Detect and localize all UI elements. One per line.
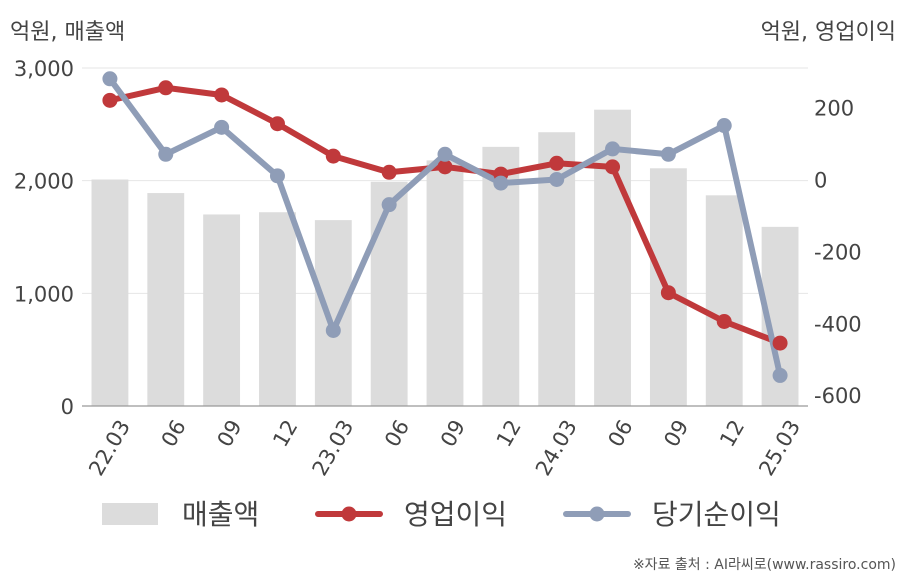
right-tick-label: -400 <box>814 312 862 336</box>
x-tick-label: 06 <box>380 416 414 451</box>
net-income-point <box>549 171 565 187</box>
legend-label: 당기순이익 <box>652 498 781 531</box>
sales-bar <box>314 220 352 406</box>
sales-bar <box>203 214 241 406</box>
legend-swatch-point <box>341 506 357 522</box>
x-tick-label: 12 <box>715 416 749 451</box>
operating-profit-point <box>381 164 397 180</box>
operating-profit-point <box>158 80 174 96</box>
left-tick-label: 2,000 <box>14 170 74 194</box>
net-income-point <box>716 118 732 134</box>
sales-bar <box>91 179 129 406</box>
net-income-point <box>605 141 621 157</box>
net-income-point <box>493 175 509 191</box>
sales-bar <box>594 109 631 406</box>
operating-profit-point <box>214 87 230 103</box>
net-income-point <box>269 168 285 184</box>
x-tick-label: 09 <box>436 416 470 451</box>
left-tick-label: 3,000 <box>14 57 74 81</box>
operating-profit-point <box>437 159 453 175</box>
right-tick-label: 0 <box>814 168 827 192</box>
net-income-point <box>158 146 174 162</box>
operating-profit-point <box>549 155 565 171</box>
right-axis-unit: 억원, 영업이익 <box>760 20 896 45</box>
x-tick-label: 12 <box>268 416 302 451</box>
right-tick-label: -600 <box>814 384 862 408</box>
legend: 매출액 영업이익 당기순이익 <box>102 498 781 531</box>
x-tick-label: 09 <box>659 416 693 451</box>
operating-profit-point <box>605 159 621 175</box>
x-tick-label: 22.03 <box>84 416 135 480</box>
net-income-point <box>437 146 453 162</box>
sales-bar <box>147 193 185 406</box>
operating-profit-point <box>772 335 788 351</box>
left-axis-unit: 억원, 매출액 <box>10 20 126 45</box>
left-tick-label: 0 <box>61 395 74 419</box>
operating-profit-point <box>102 92 118 108</box>
sales-bar <box>370 181 408 406</box>
x-tick-label: 12 <box>492 416 526 451</box>
operating-profit-point <box>660 285 676 301</box>
right-tick-label: 200 <box>814 97 854 121</box>
legend-label: 매출액 <box>182 498 259 531</box>
x-tick-label: 24.03 <box>531 416 582 480</box>
x-tick-label: 09 <box>213 416 247 451</box>
legend-swatch-sales <box>102 503 158 525</box>
net-income-point <box>772 367 788 383</box>
sales-bar <box>426 160 464 406</box>
legend-swatch-point <box>589 506 605 522</box>
profit-points <box>102 71 788 383</box>
net-income-point <box>325 322 341 338</box>
legend-label: 영업이익 <box>404 498 507 531</box>
x-tick-label: 06 <box>157 416 191 451</box>
right-tick-label: -200 <box>814 240 862 264</box>
operating-profit-point <box>269 116 285 132</box>
net-income-point <box>214 119 230 135</box>
left-tick-label: 1,000 <box>14 282 74 306</box>
x-tick-label: 25.03 <box>754 416 805 480</box>
operating-profit-point <box>716 314 732 329</box>
net-income-point <box>381 197 397 213</box>
operating-profit-point <box>325 148 341 164</box>
sales-bar <box>705 195 743 406</box>
sales-bar <box>259 212 296 406</box>
net-income-point <box>102 71 118 87</box>
net-income-point <box>660 146 676 162</box>
x-tick-label: 06 <box>603 416 637 451</box>
x-tick-label: 23.03 <box>308 416 359 480</box>
source-note: ※자료 출처 : AI라씨로(www.rassiro.com) <box>632 557 896 573</box>
